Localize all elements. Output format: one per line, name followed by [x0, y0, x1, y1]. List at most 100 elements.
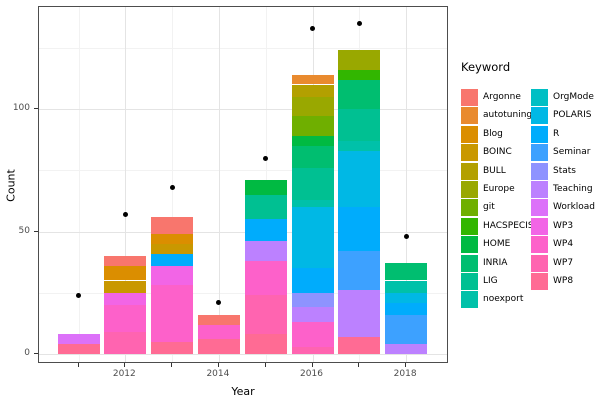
bar-segment-2017-WP8	[338, 336, 381, 354]
legend-swatch-WP4	[531, 236, 548, 254]
legend-item-INRIA: INRIA	[461, 254, 531, 272]
legend-swatch-Stats	[531, 162, 548, 180]
x-tick-mark	[311, 363, 313, 367]
legend-item-WP7: WP7	[531, 254, 600, 272]
y-tick-mark	[34, 230, 38, 232]
point-2015	[263, 155, 269, 161]
legend-item-Argonne: Argonne	[461, 89, 531, 106]
y-tick-label: 50	[18, 225, 30, 236]
bar-segment-2012-WP7	[104, 331, 147, 354]
legend-label: HACSPECIS	[483, 220, 534, 231]
bar-segment-2012-WP4	[104, 305, 147, 332]
legend-title: Keyword	[461, 60, 511, 74]
bar-segment-2013-Blog	[151, 233, 194, 244]
legend-label: Seminar	[553, 147, 591, 158]
legend-item-POLARIS: POLARIS	[531, 107, 600, 125]
legend-swatch-Teaching	[531, 181, 548, 198]
legend-item-Seminar: Seminar	[531, 144, 600, 162]
bar-segment-2016-WP7	[291, 346, 334, 354]
legend-swatch-R	[531, 125, 548, 143]
bar-segment-2017-noexport	[338, 140, 381, 151]
gridline-minor-y	[39, 170, 447, 172]
legend-item-WP8: WP8	[531, 273, 600, 290]
bar-segment-2016-autotuning	[291, 74, 334, 85]
x-tick-label: 2018	[393, 369, 417, 379]
bar-segment-2017-HACSPECIS	[338, 69, 381, 80]
legend-swatch-HACSPECIS	[461, 217, 478, 235]
bar-segment-2015-HOME	[244, 180, 287, 195]
gridline-major-y	[39, 354, 447, 355]
bar-segment-2014-Argonne	[197, 314, 240, 325]
y-axis-title: Count	[4, 169, 18, 202]
x-tick-mark	[124, 363, 126, 367]
bar-segment-2012-BOINC	[104, 280, 147, 293]
legend-swatch-LIG	[461, 273, 478, 290]
bar-segment-2012-Argonne	[104, 256, 147, 266]
gridline-minor-y	[39, 47, 447, 49]
legend-label: WP4	[553, 239, 574, 250]
x-tick-label: 2016	[300, 369, 323, 379]
bar-segment-2016-WP4	[291, 322, 334, 347]
legend-label: INRIA	[483, 257, 508, 268]
bar-segment-2011-Workload	[57, 334, 100, 345]
bar-segment-2015-WP8	[244, 334, 287, 354]
legend-item-Europe: Europe	[461, 181, 531, 198]
x-tick-mark	[77, 363, 79, 367]
legend-swatch-Europe	[461, 181, 478, 198]
bar-segment-2012-WP3	[104, 292, 147, 305]
bar-segment-2018-Seminar	[385, 314, 428, 345]
legend-label: LIG	[483, 276, 498, 286]
legend-swatch-Workload	[531, 199, 548, 217]
legend-swatch-WP7	[531, 254, 548, 272]
bar-segment-2018-noexport	[385, 280, 428, 293]
legend-swatch-HOME	[461, 236, 478, 254]
bar-segment-2011-WP8	[57, 344, 100, 354]
legend-swatch-Argonne	[461, 89, 478, 106]
legend-swatch-git	[461, 199, 478, 217]
legend-swatch-WP3	[531, 217, 548, 235]
gridline-major-x	[125, 7, 127, 362]
legend-item-Stats: Stats	[531, 162, 600, 180]
bar-segment-2015-WP7	[244, 295, 287, 335]
point-2011	[76, 292, 81, 298]
bar-segment-2017-Teaching	[338, 290, 381, 337]
point-2012	[122, 211, 128, 217]
legend-label: HOME	[483, 239, 511, 250]
bar-segment-2015-LIG	[244, 194, 287, 220]
x-tick-mark	[405, 363, 407, 367]
legend-label: WP8	[553, 276, 574, 286]
bar-segment-2013-WP4	[151, 285, 194, 342]
legend-item-autotuning: autotuning	[461, 107, 533, 125]
legend-label: WP7	[553, 257, 574, 268]
legend-item-noexport: noexport	[461, 291, 531, 309]
legend-swatch-noexport	[461, 291, 478, 309]
x-tick-mark	[217, 363, 219, 367]
point-2013	[169, 184, 175, 190]
point-2017	[356, 20, 362, 26]
gridline-minor-x	[78, 7, 80, 362]
gridline-minor-y	[39, 292, 447, 294]
bar-segment-2013-WP3	[151, 265, 194, 286]
bar-segment-2016-noexport	[291, 199, 334, 207]
bar-segment-2015-WP4	[244, 260, 287, 296]
point-2014	[216, 300, 222, 306]
bar-segment-2017-POLARIS	[338, 150, 381, 207]
legend-item-LIG: LIG	[461, 273, 531, 290]
y-tick-mark	[34, 353, 38, 354]
y-tick-label: 0	[24, 348, 30, 358]
y-tick-label: 100	[12, 103, 30, 113]
bar-segment-2013-R	[151, 253, 194, 266]
legend-item-WP4: WP4	[531, 236, 600, 254]
bar-segment-2013-BOINC	[151, 243, 194, 254]
x-tick-label: 2014	[206, 369, 230, 379]
x-tick-mark	[264, 363, 266, 367]
bar-segment-2016-Teaching	[291, 307, 334, 323]
legend-swatch-Blog	[461, 125, 478, 143]
bar-segment-2017-Europe	[338, 50, 381, 70]
legend-label: Teaching	[553, 184, 593, 194]
legend-label: autotuning	[483, 110, 533, 121]
bar-segment-2013-WP8	[151, 341, 194, 354]
legend-item-Workload: Workload	[531, 199, 600, 217]
bar-segment-2012-Blog	[104, 265, 147, 281]
legend-item-HOME: HOME	[461, 236, 531, 254]
